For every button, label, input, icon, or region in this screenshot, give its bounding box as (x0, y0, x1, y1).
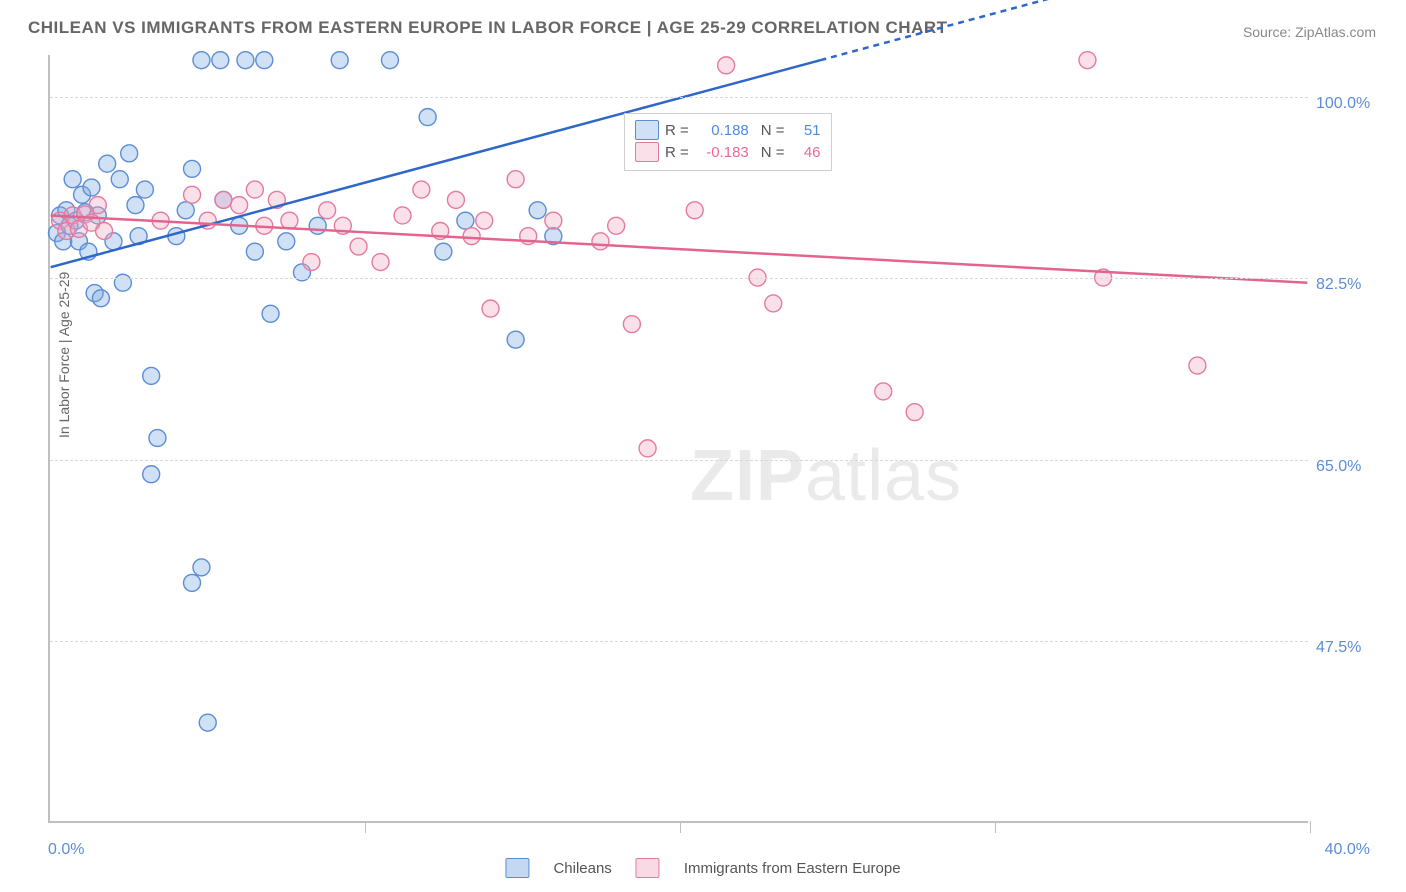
data-point (463, 228, 480, 245)
data-point (184, 160, 201, 177)
data-point (96, 222, 113, 239)
data-point (278, 233, 295, 250)
data-point (419, 109, 436, 126)
data-point (875, 383, 892, 400)
data-point (215, 191, 232, 208)
data-point (1079, 52, 1096, 69)
data-point (435, 243, 452, 260)
n-label-blue: N = (761, 122, 785, 139)
y-tick-label: 47.5% (1316, 639, 1396, 657)
plot-area: In Labor Force | Age 25-29 ZIPatlas R = … (48, 55, 1308, 823)
bottom-swatch-pink (636, 858, 660, 878)
bottom-legend-label-1: Immigrants from Eastern Europe (684, 860, 901, 877)
data-point (256, 52, 273, 69)
data-point (1189, 357, 1206, 374)
data-point (623, 316, 640, 333)
data-point (193, 559, 210, 576)
data-point (246, 181, 263, 198)
data-point (309, 217, 326, 234)
regression-line (51, 215, 1308, 282)
data-point (89, 197, 106, 214)
n-value-blue: 51 (791, 122, 821, 139)
data-point (193, 52, 210, 69)
x-tick (680, 821, 681, 833)
x-tick (995, 821, 996, 833)
y-tick-label: 82.5% (1316, 276, 1396, 294)
data-point (143, 466, 160, 483)
r-label-blue: R = (665, 122, 689, 139)
x-axis-max-label: 40.0% (1325, 841, 1370, 859)
r-label-pink: R = (665, 144, 689, 161)
gridline-h (50, 460, 1308, 461)
n-value-pink: 46 (791, 144, 821, 161)
gridline-h (50, 641, 1308, 642)
r-value-pink: -0.183 (695, 144, 749, 161)
data-point (127, 197, 144, 214)
data-point (177, 202, 194, 219)
legend-row-blue: R = 0.188 N = 51 (635, 120, 821, 140)
data-point (476, 212, 493, 229)
data-point (608, 217, 625, 234)
data-point (184, 186, 201, 203)
gridline-h (50, 278, 1308, 279)
data-point (121, 145, 138, 162)
legend-row-pink: R = -0.183 N = 46 (635, 142, 821, 162)
data-point (143, 367, 160, 384)
data-point (639, 440, 656, 457)
r-value-blue: 0.188 (695, 122, 749, 139)
chart-title: CHILEAN VS IMMIGRANTS FROM EASTERN EUROP… (28, 18, 948, 38)
y-tick-label: 65.0% (1316, 458, 1396, 476)
data-point (457, 212, 474, 229)
data-point (507, 331, 524, 348)
y-tick-label: 100.0% (1316, 95, 1396, 113)
data-point (592, 233, 609, 250)
data-point (246, 243, 263, 260)
data-point (184, 574, 201, 591)
bottom-legend-label-0: Chileans (553, 860, 611, 877)
data-point (83, 179, 100, 196)
data-point (303, 254, 320, 271)
data-point (319, 202, 336, 219)
data-point (331, 52, 348, 69)
data-point (545, 212, 562, 229)
data-point (718, 57, 735, 74)
data-point (262, 305, 279, 322)
data-point (281, 212, 298, 229)
data-point (111, 171, 128, 188)
source-label: Source: ZipAtlas.com (1243, 24, 1376, 40)
data-point (64, 171, 81, 188)
data-point (765, 295, 782, 312)
data-point (199, 714, 216, 731)
x-tick (365, 821, 366, 833)
gridline-h (50, 97, 1308, 98)
n-label-pink: N = (761, 144, 785, 161)
bottom-swatch-blue (505, 858, 529, 878)
data-point (394, 207, 411, 224)
data-point (149, 430, 166, 447)
x-tick (1310, 821, 1311, 833)
data-point (447, 191, 464, 208)
data-point (482, 300, 499, 317)
data-point (529, 202, 546, 219)
data-point (381, 52, 398, 69)
data-point (507, 171, 524, 188)
data-point (372, 254, 389, 271)
data-point (92, 290, 109, 307)
data-point (136, 181, 153, 198)
correlation-legend: R = 0.188 N = 51 R = -0.183 N = 46 (624, 113, 832, 171)
data-point (114, 274, 131, 291)
bottom-legend: Chileans Immigrants from Eastern Europe (505, 858, 900, 878)
data-point (237, 52, 254, 69)
swatch-pink (635, 142, 659, 162)
data-point (350, 238, 367, 255)
data-point (231, 197, 248, 214)
swatch-blue (635, 120, 659, 140)
x-axis-min-label: 0.0% (48, 841, 84, 859)
data-point (686, 202, 703, 219)
data-point (99, 155, 116, 172)
data-point (413, 181, 430, 198)
data-point (212, 52, 229, 69)
data-point (906, 404, 923, 421)
